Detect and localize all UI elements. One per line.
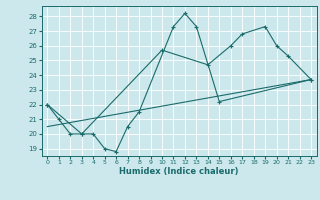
X-axis label: Humidex (Indice chaleur): Humidex (Indice chaleur) xyxy=(119,167,239,176)
